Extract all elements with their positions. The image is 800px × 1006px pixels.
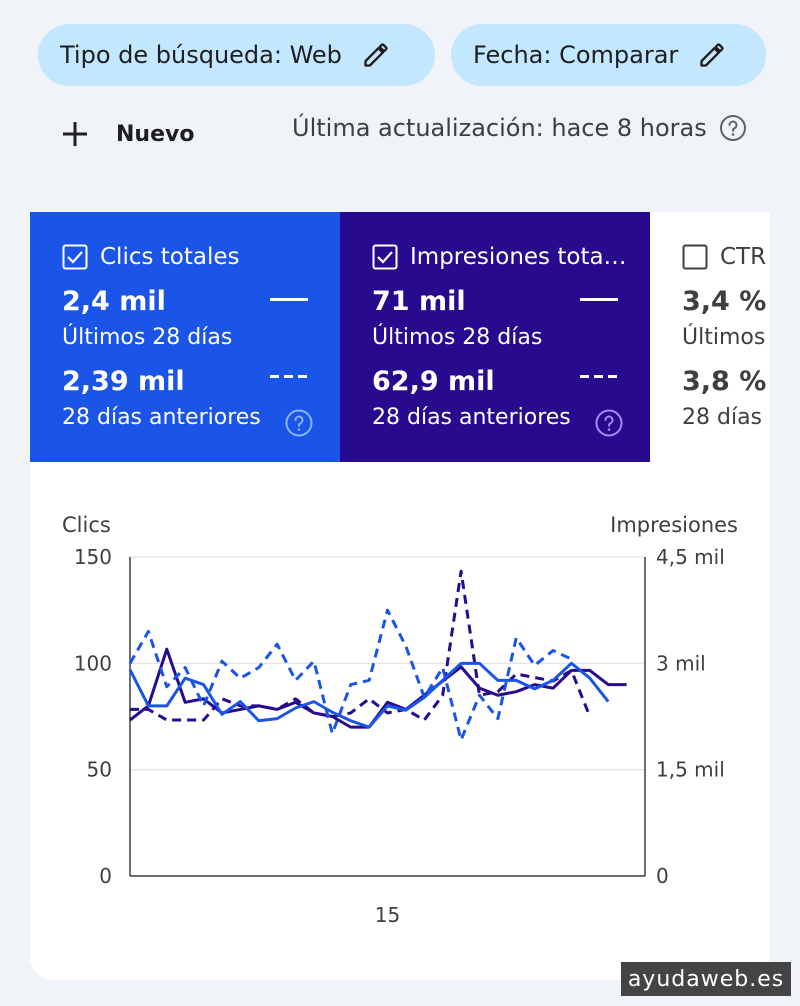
- left-axis-tick-label: 50: [87, 758, 112, 782]
- new-button[interactable]: Nuevo: [60, 112, 194, 156]
- right-axis-tick-label: 1,5 mil: [656, 758, 725, 782]
- left-axis-tick-label: 150: [74, 545, 112, 569]
- metric-current-period: Últimos: [682, 324, 766, 350]
- metric-previous-period: 28 días anteriores: [62, 404, 261, 430]
- date-filter-chip[interactable]: Fecha: Comparar: [451, 24, 766, 86]
- help-icon[interactable]: [284, 408, 314, 438]
- last-update-status: Última actualización: hace 8 horas: [292, 114, 747, 142]
- series-line-impressions-dashed: [130, 569, 592, 722]
- right-axis-tick-label: 0: [656, 864, 669, 888]
- metric-tab-ctr[interactable]: CTR 3,4 % Últimos 3,8 % 28 días: [650, 212, 770, 462]
- checkbox-checked-icon[interactable]: [62, 244, 88, 270]
- pencil-icon: [700, 43, 724, 67]
- last-update-text: Última actualización: hace 8 horas: [292, 114, 707, 142]
- metric-previous-value: 2,39 mil: [62, 365, 185, 397]
- metric-label: Clics totales: [100, 244, 240, 270]
- metric-current-value: 71 mil: [372, 285, 466, 317]
- series-line-clicks-dashed: [128, 608, 573, 742]
- search-type-filter-label: Tipo de búsqueda: Web: [60, 41, 342, 69]
- metric-current-value: 3,4 %: [682, 285, 767, 317]
- series-line-clicks-solid: [128, 661, 610, 729]
- solid-line-legend-icon: [580, 298, 618, 301]
- search-type-filter-chip[interactable]: Tipo de búsqueda: Web: [38, 24, 435, 86]
- watermark: ayudaweb.es: [621, 962, 791, 996]
- metric-tab-impressions[interactable]: Impresiones tota… 71 mil Últimos 28 días…: [340, 212, 650, 462]
- left-axis-tick-label: 100: [74, 651, 112, 675]
- solid-line-legend-icon: [270, 298, 308, 301]
- metric-current-value: 2,4 mil: [62, 285, 166, 317]
- x-axis-tick-label: 15: [375, 903, 400, 927]
- right-axis-tick-label: 4,5 mil: [656, 545, 725, 569]
- dashed-line-legend-icon: [580, 375, 618, 378]
- new-button-label: Nuevo: [116, 121, 195, 147]
- metric-previous-value: 62,9 mil: [372, 365, 495, 397]
- metric-previous-period: 28 días anteriores: [372, 404, 571, 430]
- checkbox-checked-icon[interactable]: [372, 244, 398, 270]
- metric-label: CTR: [720, 244, 767, 270]
- metric-current-period: Últimos 28 días: [62, 324, 233, 350]
- right-axis-tick-label: 3 mil: [656, 651, 706, 675]
- date-filter-label: Fecha: Comparar: [473, 41, 679, 69]
- help-icon[interactable]: [594, 408, 624, 438]
- dashed-line-legend-icon: [270, 375, 308, 378]
- checkbox-unchecked-icon[interactable]: [682, 244, 708, 270]
- right-axis-label: Impresiones: [610, 513, 738, 537]
- plus-icon: [63, 122, 87, 146]
- help-icon[interactable]: [719, 114, 747, 142]
- left-axis-label: Clics: [62, 513, 111, 537]
- metric-previous-value: 3,8 %: [682, 365, 767, 397]
- metric-label: Impresiones tota…: [410, 244, 627, 270]
- left-axis-tick-label: 0: [99, 864, 112, 888]
- metric-tab-clicks[interactable]: Clics totales 2,4 mil Últimos 28 días 2,…: [30, 212, 340, 462]
- performance-card: Clics totales 2,4 mil Últimos 28 días 2,…: [30, 212, 770, 980]
- pencil-icon: [364, 43, 388, 67]
- metric-previous-period: 28 días: [682, 404, 763, 430]
- performance-chart: Clics Impresiones 0 0 50 1,5 mil 100 3 mil 150…: [62, 513, 738, 927]
- metric-current-period: Últimos 28 días: [372, 324, 543, 350]
